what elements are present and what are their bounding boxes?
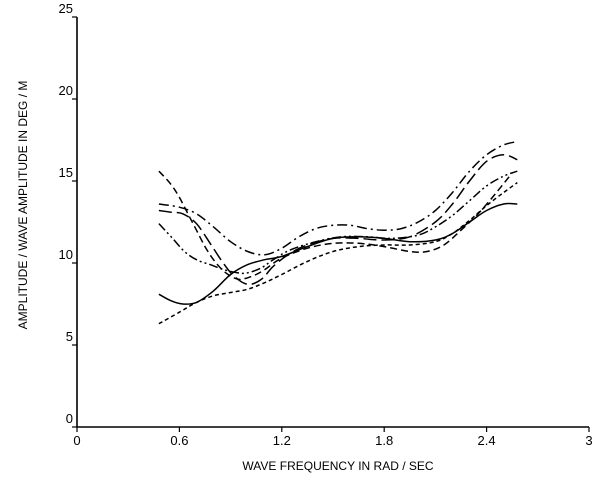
series-line-4 (158, 154, 518, 286)
y-tick-label: 15 (59, 165, 73, 180)
y-tick-label: 25 (59, 1, 73, 16)
y-tick-label: 10 (59, 247, 73, 262)
x-tick-label: 1.2 (273, 433, 291, 448)
series-line-2 (158, 170, 513, 281)
x-axis-title: WAVE FREQUENCY IN RAD / SEC (242, 459, 433, 473)
ticks-layer: 0 0.6 1.2 1.8 2.4 3 0 5 10 15 20 25 (59, 1, 593, 448)
series-line-1 (158, 202, 518, 305)
x-tick-label: 1.8 (375, 433, 393, 448)
y-tick-label: 0 (66, 411, 73, 426)
series-line-5 (158, 181, 518, 325)
x-tick-label: 0 (73, 433, 80, 448)
y-axis-title: AMPLITUDE / WAVE AMPLITUDE IN DEG / M (16, 81, 30, 330)
series-line-6 (158, 170, 518, 275)
axes-layer (76, 17, 589, 428)
x-tick-label: 0.6 (170, 433, 188, 448)
y-tick-label: 20 (59, 83, 73, 98)
series-layer (158, 140, 518, 325)
y-tick-label: 5 (66, 329, 73, 344)
x-tick-label: 3 (585, 433, 592, 448)
x-tick-label: 2.4 (478, 433, 496, 448)
series-line-3 (158, 140, 518, 256)
